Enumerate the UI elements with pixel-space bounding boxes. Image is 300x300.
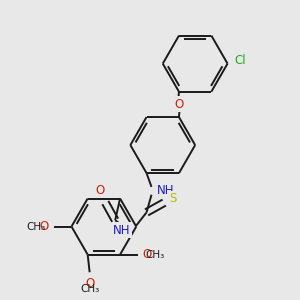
- Text: O: O: [142, 248, 152, 261]
- Text: CH₃: CH₃: [26, 222, 46, 232]
- Text: S: S: [169, 192, 176, 205]
- Text: O: O: [96, 184, 105, 197]
- Text: CH₃: CH₃: [80, 284, 99, 294]
- Text: O: O: [85, 277, 94, 290]
- Text: CH₃: CH₃: [146, 250, 165, 260]
- Text: NH: NH: [113, 224, 131, 237]
- Text: Cl: Cl: [234, 54, 246, 67]
- Text: O: O: [174, 98, 184, 111]
- Text: O: O: [40, 220, 49, 233]
- Text: NH: NH: [156, 184, 174, 197]
